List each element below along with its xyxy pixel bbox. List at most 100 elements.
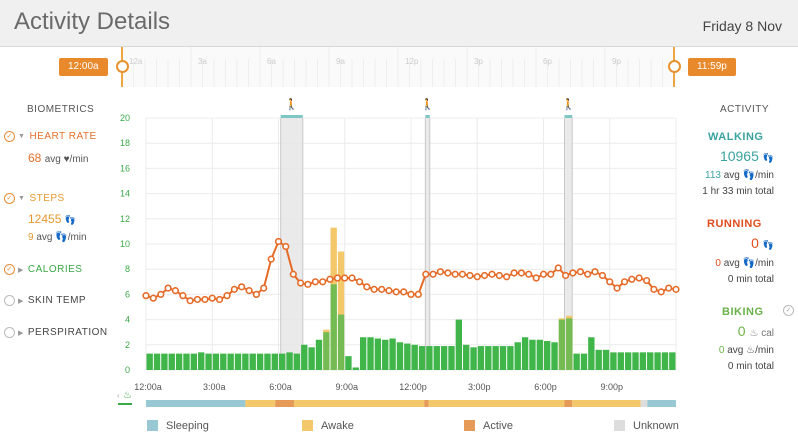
timeline-tick-label: 6p	[543, 57, 552, 66]
legend-swatch	[614, 420, 625, 431]
heart-rate-point	[466, 271, 474, 280]
heart-rate-toggle[interactable]: ✓ ▼ HEART RATE	[4, 131, 97, 142]
calories-toggle[interactable]: ✓ ▶ CALORIES	[4, 264, 82, 275]
legend-label: Awake	[321, 420, 354, 432]
steps-label: STEPS	[29, 193, 65, 205]
calorie-bar	[382, 339, 389, 370]
heart-rate-point	[547, 270, 555, 278]
y-tick-label: 14	[120, 189, 130, 199]
heart-rate-point	[208, 294, 216, 302]
expand-arrow-icon[interactable]: ▶	[18, 329, 24, 337]
timeline-tick-label: 3p	[474, 57, 483, 66]
heart-rate-point	[554, 264, 562, 272]
calories-check-icon[interactable]: ✓	[4, 264, 15, 275]
calorie-bar	[654, 352, 661, 370]
y-tick-label: 2	[125, 340, 130, 350]
y-tick-label: 20	[120, 113, 130, 123]
x-tick-label: 6:00p	[534, 382, 557, 392]
timeline-end-badge[interactable]: 11:59p	[688, 58, 736, 76]
calorie-bar	[352, 367, 359, 370]
calorie-bar	[212, 353, 220, 370]
heart-rate-point	[230, 285, 238, 293]
calorie-bar	[610, 352, 617, 370]
header: Activity Details Friday 8 Nov	[0, 0, 798, 47]
heart-rate-point	[179, 292, 187, 300]
walking-total: 1 hr 33 min total	[702, 186, 774, 197]
heart-rate-point	[215, 295, 224, 304]
heart-rate-point	[186, 297, 194, 305]
axis-marker	[118, 403, 132, 405]
heart-rate-point	[142, 292, 150, 300]
calorie-bar	[190, 353, 198, 370]
heart-rate-point	[672, 285, 680, 293]
heart-rate-point	[525, 270, 533, 278]
activity-band	[280, 118, 303, 370]
walking-label: WALKING	[708, 131, 764, 143]
calorie-bar	[624, 352, 632, 370]
timeline-start-badge[interactable]: 12:00a	[59, 58, 108, 76]
heart-rate-point	[311, 278, 319, 286]
x-tick-label: 12:00a	[134, 382, 162, 392]
heart-rate-point	[510, 269, 518, 277]
heart-rate-point	[620, 278, 629, 286]
heart-rate-point	[436, 268, 444, 276]
calorie-bar	[301, 344, 308, 370]
heart-rate-point	[157, 290, 165, 299]
calorie-bar	[404, 343, 411, 370]
calorie-bar	[448, 346, 455, 370]
heart-rate-point	[370, 285, 378, 293]
heart-rate-point	[576, 268, 584, 276]
walking-value: 10965 👣	[719, 148, 774, 164]
expand-arrow-icon[interactable]: ▼	[18, 195, 26, 202]
footprints-icon: 👣	[762, 240, 774, 250]
page-title: Activity Details	[14, 8, 171, 35]
calorie-bar	[367, 337, 374, 370]
biometrics-heading: BIOMETRICS	[27, 104, 95, 115]
skin-temp-check-icon[interactable]: ✓	[4, 295, 15, 306]
heart-rate-point	[422, 270, 430, 278]
steps-toggle[interactable]: ✓ ▼ STEPS	[4, 193, 65, 204]
biking-check-icon[interactable]: ✓	[783, 305, 794, 316]
x-tick-label: 12:00p	[399, 382, 427, 392]
activity-band	[564, 118, 573, 370]
calorie-bar	[551, 342, 558, 370]
perspiration-toggle[interactable]: ✓▶PERSPIRATION	[4, 327, 108, 338]
expand-arrow-icon[interactable]: ▼	[18, 133, 26, 140]
timeline-tick-label: 3a	[198, 57, 207, 66]
biking-label: BIKING	[722, 306, 764, 318]
heart-rate-check-icon[interactable]: ✓	[4, 131, 15, 142]
heart-rate-point	[584, 270, 592, 278]
calorie-bar	[411, 344, 418, 370]
calorie-bar	[308, 347, 315, 370]
expand-arrow-icon[interactable]: ▶	[18, 297, 24, 305]
legend-item-unknown: Unknown	[614, 420, 679, 432]
calorie-bar	[588, 337, 595, 370]
steps-check-icon[interactable]: ✓	[4, 193, 15, 204]
skin-temp-toggle[interactable]: ✓▶SKIN TEMP	[4, 295, 86, 306]
x-tick-label: 6:00a	[269, 382, 292, 392]
perspiration-check-icon[interactable]: ✓	[4, 327, 15, 338]
heart-rate-point	[355, 278, 364, 286]
walking-icon: 🚶	[285, 98, 299, 111]
legend-label: Sleeping	[166, 420, 209, 432]
perspiration-label: PERSPIRATION	[27, 327, 108, 339]
timeline-selector[interactable]: 12a 3a 6a 9a 12p 3p 6p 9p 12:00a 11:59p	[0, 47, 798, 87]
timeline-end-handle[interactable]	[668, 60, 681, 73]
heart-rate-point	[407, 290, 415, 299]
calorie-bar	[529, 339, 536, 370]
heart-rate-point	[348, 274, 356, 282]
heart-rate-point	[643, 276, 651, 285]
timeline-start-handle[interactable]	[116, 60, 129, 73]
heart-rate-point	[149, 294, 157, 302]
y-tick-label: 16	[120, 163, 130, 173]
heart-rate-point	[245, 287, 253, 295]
heart-rate-point	[304, 280, 312, 288]
expand-arrow-icon[interactable]: ▶	[18, 266, 24, 274]
state-segment-sleeping	[647, 400, 676, 407]
heart-rate-point	[193, 295, 202, 304]
legend-swatch	[464, 420, 475, 431]
calorie-bar	[279, 353, 286, 370]
heart-rate-point	[606, 278, 614, 286]
y-tick-label: 6	[125, 289, 130, 299]
